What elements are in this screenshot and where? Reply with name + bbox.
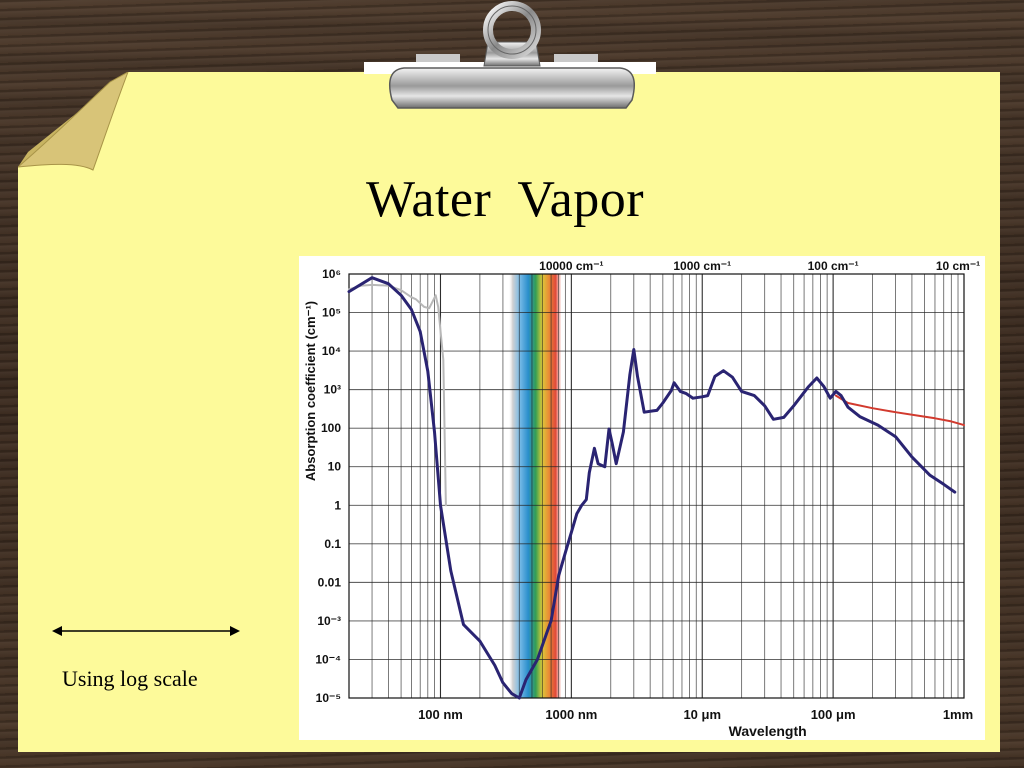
y-tick-label: 10⁴ [322, 344, 341, 358]
visible-spectrum-band [508, 274, 562, 698]
x-tick-label-bottom: 100 nm [418, 707, 463, 722]
y-axis-label: Absorption coefficient (cm⁻¹) [303, 301, 318, 481]
absorption-chart: 10⁶ 10⁵ 10⁴ 10³ 100 10 1 0.1 0.01 10⁻³ 10⁻⁴ 10⁻⁵ 100… [299, 256, 985, 740]
page-curl [18, 72, 129, 171]
plot-frame [348, 273, 965, 699]
y-tick-label: 10⁻⁴ [315, 652, 341, 666]
caption-text: Using log scale [62, 666, 198, 691]
y-tick-label: 10³ [324, 383, 341, 397]
x-tick-label-top: 1000 cm⁻¹ [673, 259, 731, 273]
water-absorption-curve [347, 276, 957, 700]
x-tick-label-bottom: 1000 nm [545, 707, 597, 722]
absorption-chart-svg: 10⁶ 10⁵ 10⁴ 10³ 100 10 1 0.1 0.01 10⁻³ 10⁻⁴ 10⁻⁵ 100… [303, 259, 980, 739]
x-axis-label: Wavelength [729, 723, 807, 739]
x-tick-label-top: 10 cm⁻¹ [936, 259, 980, 273]
y-tick-label: 1 [334, 498, 341, 512]
y-tick-label: 100 [321, 421, 341, 435]
x-tick-label-bottom: 100 μm [811, 707, 856, 722]
y-tick-label: 0.01 [318, 575, 342, 589]
ice-absorption-curve [348, 283, 447, 507]
y-tick-label: 10 [328, 460, 342, 474]
binder-clip [364, 1, 656, 109]
slide-title: Water Vapor [365, 171, 645, 228]
y-tick-label: 10⁶ [322, 267, 341, 281]
y-tick-label: 10⁵ [322, 306, 341, 320]
x-tick-label-bottom: 1mm [943, 707, 973, 722]
x-tick-label-top: 100 cm⁻¹ [808, 259, 859, 273]
liquid-extension-curve [834, 394, 965, 427]
y-tick-label: 0.1 [324, 537, 341, 551]
double-arrow [52, 626, 240, 636]
y-tick-label: 10⁻³ [317, 614, 341, 628]
y-tick-label: 10⁻⁵ [316, 691, 341, 705]
x-tick-label-bottom: 10 μm [683, 707, 721, 722]
x-tick-label-top: 10000 cm⁻¹ [539, 259, 603, 273]
